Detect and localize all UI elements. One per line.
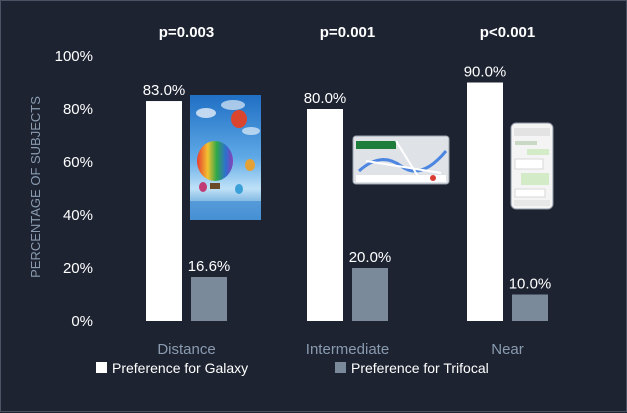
- data-label: 10.0%: [509, 276, 552, 293]
- bar-galaxy: [146, 101, 182, 321]
- phone-chat-screenshot: [510, 122, 554, 210]
- p-value-label: p<0.001: [480, 24, 535, 41]
- legend-swatch-galaxy: [96, 362, 107, 373]
- bar-trifocal: [352, 268, 388, 321]
- map-navigation-screenshot: [352, 135, 450, 185]
- x-category-label: Near: [491, 341, 524, 358]
- bar-galaxy: [307, 109, 343, 321]
- bar-galaxy: [467, 82, 503, 321]
- y-tick-label: 80%: [63, 101, 93, 118]
- data-label: 83.0%: [143, 82, 186, 99]
- legend: Preference for Galaxy Preference for Tri…: [96, 360, 489, 376]
- bar-trifocal: [191, 277, 227, 321]
- hot-air-balloons-photo: [190, 95, 261, 220]
- p-value-label: p=0.003: [159, 24, 214, 41]
- y-tick-label: 40%: [63, 207, 93, 224]
- legend-swatch-trifocal: [335, 362, 346, 373]
- legend-label-galaxy: Preference for Galaxy: [112, 360, 248, 376]
- data-label: 90.0%: [464, 64, 507, 81]
- y-tick-label: 60%: [63, 154, 93, 171]
- data-label: 80.0%: [304, 90, 347, 107]
- bar-trifocal: [512, 294, 548, 321]
- data-label: 20.0%: [349, 249, 392, 266]
- legend-label-trifocal: Preference for Trifocal: [351, 360, 489, 376]
- bars-group: 83.0% 16.6% Distance p=0.003 80.0% 20.0% Inter…: [143, 24, 552, 358]
- y-axis-ticks: 0% 20% 40% 60% 80% 100%: [55, 48, 93, 330]
- x-category-label: Distance: [157, 341, 215, 358]
- y-tick-label: 0%: [71, 313, 93, 330]
- p-value-label: p=0.001: [320, 24, 375, 41]
- data-label: 16.6%: [188, 258, 231, 275]
- y-tick-label: 100%: [55, 48, 93, 65]
- y-tick-label: 20%: [63, 260, 93, 277]
- x-category-label: Intermediate: [306, 341, 389, 358]
- y-axis-label: PERCENTAGE OF SUBJECTS: [28, 96, 43, 278]
